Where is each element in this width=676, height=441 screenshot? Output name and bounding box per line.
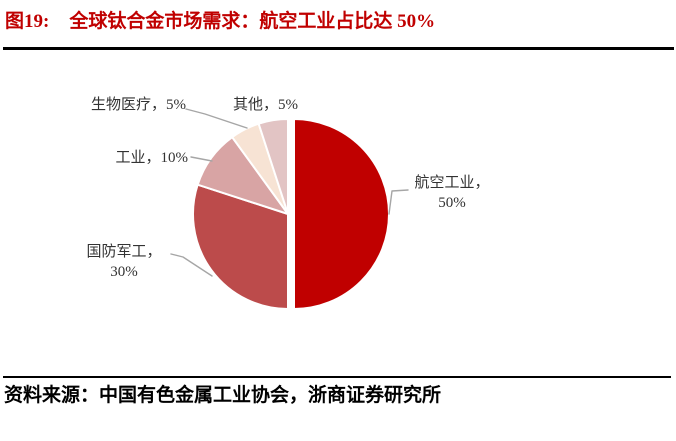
figure-title: 图19: 全球钛合金市场需求：航空工业占比达 50% <box>5 9 665 36</box>
pie-label-other-name: 其他， <box>233 97 279 113</box>
pie-slice-defense <box>192 183 289 311</box>
pie-label-defense: 国防军工， 30% <box>72 242 176 283</box>
pie-label-biomedical-value: 5% <box>166 97 186 113</box>
figure-number: 图19: <box>5 11 50 32</box>
pie-label-other: 其他，5% <box>233 95 298 115</box>
pie-label-aviation-name: 航空工业， <box>414 175 490 191</box>
pie-label-biomedical: 生物医疗，5% <box>38 95 186 115</box>
figure-title-text: 全球钛合金市场需求：航空工业占比达 50% <box>69 11 436 32</box>
pie-label-aviation-value: 50% <box>438 195 466 212</box>
leader-line-defense <box>170 253 213 277</box>
pie-label-defense-name: 国防军工， <box>86 244 162 260</box>
leader-line-industry <box>190 156 213 162</box>
leader-line-aviation <box>388 189 409 215</box>
pie-label-other-value: 5% <box>278 97 299 113</box>
pie-label-biomedical-name: 生物医疗， <box>90 97 166 113</box>
pie-label-industry-name: 工业， <box>115 150 161 166</box>
pie-label-industry-value: 10% <box>160 150 189 166</box>
leader-line-biomedical <box>185 108 248 129</box>
source-divider-rule <box>3 376 671 378</box>
pie-slice-aviation <box>293 117 390 311</box>
source-line: 资料来源：中国有色金属工业协会，浙商证券研究所 <box>4 385 442 406</box>
pie-label-industry: 工业，10% <box>38 148 188 168</box>
pie-slice-other <box>257 117 289 215</box>
pie-label-aviation: 航空工业， 50% <box>400 173 504 214</box>
title-divider-rule <box>3 47 674 50</box>
pie-label-defense-value: 30% <box>110 264 138 281</box>
